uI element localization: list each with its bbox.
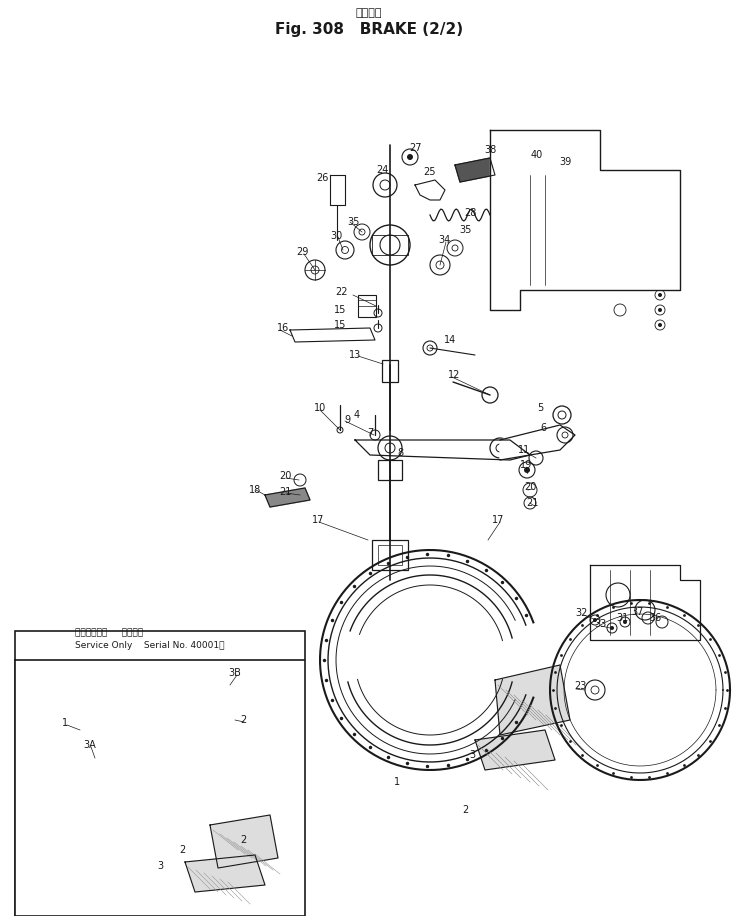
Polygon shape	[355, 440, 530, 460]
Text: 26: 26	[316, 173, 328, 183]
Circle shape	[610, 626, 614, 630]
Text: 19: 19	[520, 460, 532, 470]
Text: 15: 15	[334, 305, 346, 315]
Circle shape	[658, 278, 662, 282]
Bar	[168, 670, 196, 688]
Circle shape	[658, 308, 662, 312]
Text: 1: 1	[394, 777, 400, 787]
Bar	[162, 665, 202, 693]
Text: 37: 37	[632, 607, 644, 617]
Text: Service Only    Serial No. 40001～: Service Only Serial No. 40001～	[75, 641, 224, 650]
Polygon shape	[290, 328, 375, 342]
Text: 40: 40	[531, 150, 543, 160]
Text: 14: 14	[444, 335, 456, 345]
Polygon shape	[455, 158, 495, 182]
Text: 24: 24	[376, 165, 388, 175]
Polygon shape	[70, 750, 100, 768]
Text: Fig. 308   BRAKE (2/2): Fig. 308 BRAKE (2/2)	[275, 22, 463, 37]
Bar	[372, 235, 408, 255]
Text: 3A: 3A	[83, 740, 97, 750]
Bar	[535, 195, 543, 255]
Bar	[15, 631, 305, 916]
Text: 18: 18	[249, 485, 261, 495]
Circle shape	[623, 620, 627, 624]
Polygon shape	[220, 685, 245, 705]
Text: 33: 33	[594, 619, 606, 629]
Text: 22: 22	[336, 287, 348, 297]
Circle shape	[593, 618, 597, 622]
Bar	[378, 460, 402, 480]
Text: 6: 6	[540, 423, 546, 433]
Text: 17: 17	[492, 515, 504, 525]
Text: 16: 16	[277, 323, 289, 333]
Text: 4: 4	[354, 410, 360, 420]
Text: 5: 5	[537, 403, 543, 413]
Text: 39: 39	[559, 157, 571, 167]
Text: 12: 12	[448, 370, 461, 380]
Circle shape	[407, 154, 413, 160]
Text: 補修専用部品     適用号機: 補修専用部品 適用号機	[75, 628, 143, 637]
Text: 21: 21	[525, 498, 538, 508]
Bar	[382, 360, 398, 382]
Polygon shape	[500, 425, 575, 460]
Text: 38: 38	[484, 145, 496, 155]
Polygon shape	[475, 730, 555, 770]
Text: 9: 9	[344, 415, 350, 425]
Text: 35: 35	[347, 217, 359, 227]
Text: 7: 7	[367, 428, 373, 438]
Polygon shape	[490, 130, 680, 310]
Text: 30: 30	[330, 231, 342, 241]
Circle shape	[658, 293, 662, 297]
Text: 35: 35	[459, 225, 471, 235]
Text: 10: 10	[314, 403, 326, 413]
Circle shape	[524, 467, 530, 473]
Text: 29: 29	[296, 247, 308, 257]
Text: 23: 23	[574, 681, 586, 691]
Text: 36: 36	[649, 613, 661, 623]
Text: 13: 13	[349, 350, 361, 360]
Text: 32: 32	[576, 608, 588, 618]
Text: 20: 20	[279, 471, 292, 481]
Text: 2: 2	[240, 835, 246, 845]
Text: 34: 34	[438, 235, 450, 245]
Polygon shape	[15, 660, 305, 916]
Text: 11: 11	[518, 445, 530, 455]
Bar	[378, 545, 402, 565]
Text: 31: 31	[616, 613, 628, 623]
Polygon shape	[590, 565, 700, 640]
Text: 3: 3	[469, 750, 475, 760]
Text: 2: 2	[240, 715, 246, 725]
Text: 8: 8	[397, 448, 403, 458]
Text: 27: 27	[409, 143, 421, 153]
Text: 17: 17	[312, 515, 324, 525]
Text: 28: 28	[463, 208, 476, 218]
Text: 2: 2	[462, 805, 468, 815]
Text: ブレーキ: ブレーキ	[356, 8, 382, 18]
Polygon shape	[185, 855, 265, 892]
Text: 25: 25	[424, 167, 436, 177]
Text: 3B: 3B	[229, 668, 241, 678]
Text: 20: 20	[524, 482, 537, 492]
Polygon shape	[265, 488, 310, 507]
Polygon shape	[415, 180, 445, 200]
Text: 1: 1	[62, 718, 68, 728]
Text: 2: 2	[179, 845, 185, 855]
Text: 15: 15	[334, 320, 346, 330]
Bar	[372, 540, 408, 570]
Text: 3: 3	[157, 861, 163, 871]
Bar	[358, 295, 376, 317]
Circle shape	[658, 323, 662, 327]
Polygon shape	[210, 815, 278, 868]
Polygon shape	[495, 665, 570, 735]
Text: 21: 21	[279, 487, 292, 497]
